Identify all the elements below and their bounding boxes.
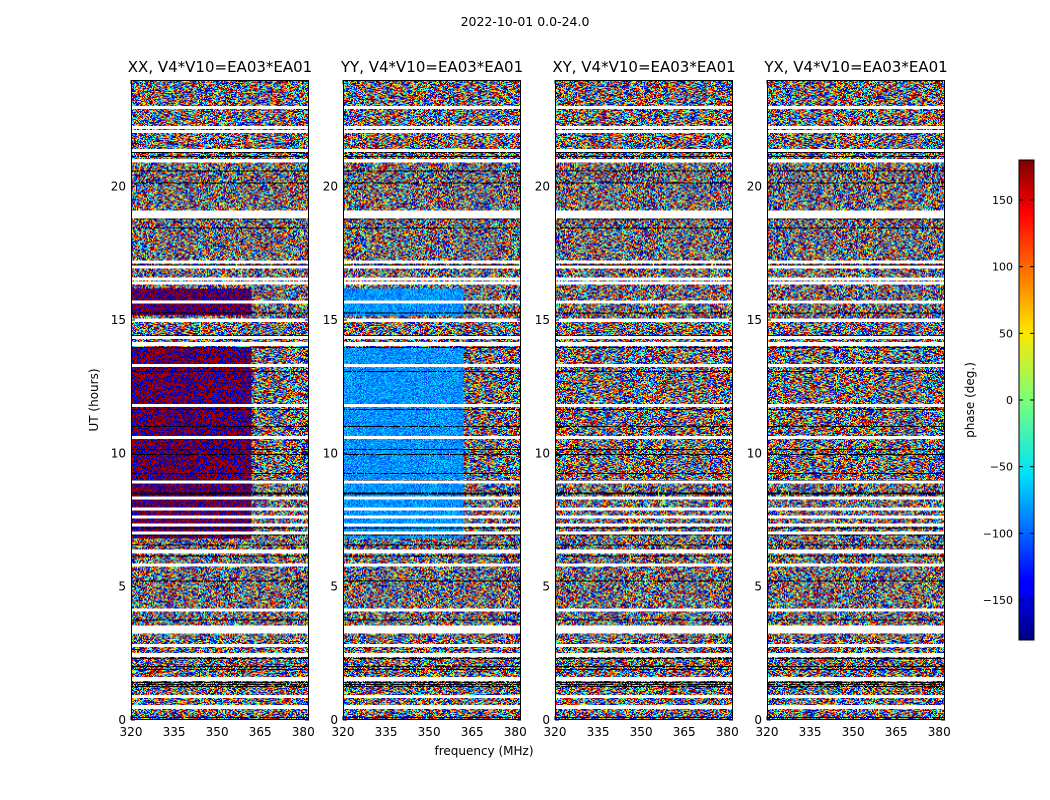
tick-marks-and-labels: 320 335 350 365 380 0 5 10 15 20 320 335 350 365 380 0 5…: [111, 80, 951, 739]
y-tick-label: 0: [542, 713, 550, 727]
colorbar-tick-label: 100: [992, 261, 1013, 274]
y-tick-label: 0: [330, 713, 338, 727]
y-tick-label: 10: [535, 446, 550, 460]
x-tick-label: 365: [461, 725, 484, 739]
x-tick-label: 335: [799, 725, 822, 739]
x-tick-label: 350: [842, 725, 865, 739]
x-tick-label: 320: [756, 725, 779, 739]
x-tick-label: 365: [673, 725, 696, 739]
panel-title-yx: YX, V4*V10=EA03*EA01: [764, 58, 948, 76]
x-tick-label: 350: [630, 725, 653, 739]
colorbar-label: phase (deg.): [963, 362, 977, 438]
phase-heatmap-xy: [555, 80, 733, 720]
x-tick-label: 365: [249, 725, 272, 739]
y-tick-label: 20: [111, 180, 126, 194]
y-tick-label: 5: [330, 580, 338, 594]
y-tick-label: 10: [323, 446, 338, 460]
x-tick-label: 335: [587, 725, 610, 739]
panel-title-xy: XY, V4*V10=EA03*EA01: [552, 58, 736, 76]
y-tick-label: 15: [747, 313, 762, 327]
y-tick-label: 20: [747, 180, 762, 194]
colorbar-tick-label: 0: [1006, 394, 1013, 407]
y-tick-label: 20: [535, 180, 550, 194]
panel-title-yy: YY, V4*V10=EA03*EA01: [340, 58, 524, 76]
y-tick-label: 5: [118, 580, 126, 594]
x-tick-label: 320: [332, 725, 355, 739]
y-tick-label: 5: [754, 580, 762, 594]
y-tick-label: 15: [535, 313, 550, 327]
y-axis-label: UT (hours): [87, 368, 101, 431]
y-tick-label: 0: [118, 713, 126, 727]
x-axis-label: frequency (MHz): [434, 744, 533, 758]
y-tick-label: 5: [542, 580, 550, 594]
x-tick-label: 365: [885, 725, 908, 739]
x-tick-label: 350: [206, 725, 229, 739]
x-tick-label: 320: [544, 725, 567, 739]
y-tick-label: 15: [323, 313, 338, 327]
colorbar-tick-label: 50: [999, 327, 1013, 340]
colorbar-tick-label: −150: [983, 594, 1013, 607]
x-tick-label: 335: [163, 725, 186, 739]
colorbar-ticks: 150 100 50 0 −50 −100 −150: [983, 194, 1034, 607]
y-tick-label: 0: [754, 713, 762, 727]
y-tick-label: 15: [111, 313, 126, 327]
x-tick-label: 350: [418, 725, 441, 739]
x-tick-label: 380: [504, 725, 527, 739]
y-tick-label: 10: [111, 446, 126, 460]
phase-heatmap-yy: [343, 80, 521, 720]
phase-heatmap-yx: [767, 80, 945, 720]
figure-title: 2022-10-01 0.0-24.0: [460, 14, 590, 29]
x-tick-label: 380: [292, 725, 315, 739]
x-tick-label: 380: [928, 725, 951, 739]
x-tick-label: 380: [716, 725, 739, 739]
phase-heatmap-xx: [131, 80, 309, 720]
panel-title-xx: XX, V4*V10=EA03*EA01: [127, 58, 313, 76]
colorbar-tick-label: −50: [990, 461, 1013, 474]
x-tick-label: 335: [375, 725, 398, 739]
y-tick-label: 20: [323, 180, 338, 194]
colorbar-tick-label: −100: [983, 527, 1013, 540]
colorbar-tick-label: 150: [992, 194, 1013, 207]
x-tick-label: 320: [120, 725, 143, 739]
y-tick-label: 10: [747, 446, 762, 460]
